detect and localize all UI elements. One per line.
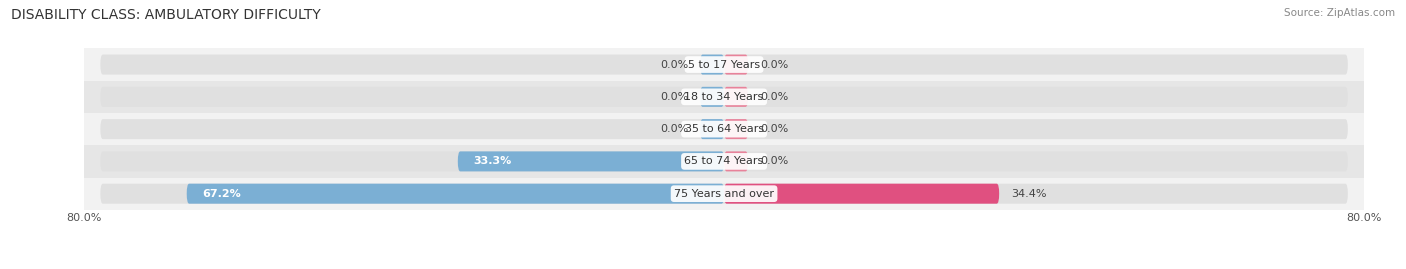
FancyBboxPatch shape [724,151,748,171]
FancyBboxPatch shape [100,87,1348,107]
Text: DISABILITY CLASS: AMBULATORY DIFFICULTY: DISABILITY CLASS: AMBULATORY DIFFICULTY [11,8,321,22]
Text: 0.0%: 0.0% [659,92,688,102]
FancyBboxPatch shape [700,55,724,75]
Bar [84,145,1364,178]
Text: 0.0%: 0.0% [659,124,688,134]
FancyBboxPatch shape [700,119,724,139]
Text: 5 to 17 Years: 5 to 17 Years [688,59,761,70]
Bar [84,113,1364,145]
Text: 0.0%: 0.0% [761,124,789,134]
Bar [84,81,1364,113]
Text: 0.0%: 0.0% [761,92,789,102]
FancyBboxPatch shape [458,151,724,171]
Bar [84,178,1364,210]
Text: 34.4%: 34.4% [1011,189,1046,199]
Text: 33.3%: 33.3% [474,156,512,167]
FancyBboxPatch shape [100,119,1348,139]
FancyBboxPatch shape [700,87,724,107]
Text: 75 Years and over: 75 Years and over [673,189,775,199]
Text: Source: ZipAtlas.com: Source: ZipAtlas.com [1284,8,1395,18]
Text: 0.0%: 0.0% [659,59,688,70]
FancyBboxPatch shape [724,55,748,75]
FancyBboxPatch shape [724,119,748,139]
FancyBboxPatch shape [100,151,1348,171]
Text: 67.2%: 67.2% [202,189,242,199]
FancyBboxPatch shape [100,184,1348,204]
FancyBboxPatch shape [724,184,1000,204]
Bar [84,48,1364,81]
FancyBboxPatch shape [724,87,748,107]
Text: 0.0%: 0.0% [761,59,789,70]
Text: 35 to 64 Years: 35 to 64 Years [685,124,763,134]
Text: 18 to 34 Years: 18 to 34 Years [685,92,763,102]
FancyBboxPatch shape [187,184,724,204]
FancyBboxPatch shape [100,55,1348,75]
Text: 65 to 74 Years: 65 to 74 Years [685,156,763,167]
Text: 0.0%: 0.0% [761,156,789,167]
